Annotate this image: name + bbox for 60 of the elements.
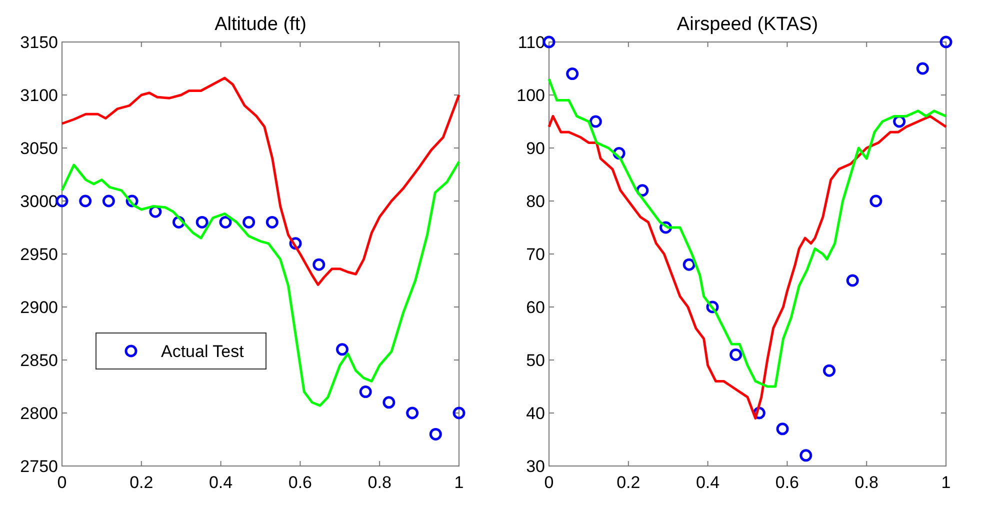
- y-tick-label: 70: [526, 245, 545, 264]
- point: [822, 364, 836, 377]
- point: [382, 396, 396, 409]
- point: [242, 216, 256, 228]
- chart-title: Altitude (ft): [214, 14, 306, 35]
- x-tick-label: 0.6: [775, 473, 800, 492]
- y-tick-label: 90: [526, 139, 545, 158]
- line-series: [548, 114, 948, 420]
- chart-title: Airspeed (KTAS): [676, 14, 818, 35]
- x-tick-label: 1: [941, 473, 951, 492]
- x-tick-label: 0.2: [130, 473, 154, 492]
- x-tick-label: 0.6: [288, 473, 312, 492]
- x-tick-label: 0.2: [616, 473, 640, 492]
- point: [359, 386, 372, 398]
- point: [102, 194, 115, 208]
- x-tick-label: 0.4: [208, 473, 233, 492]
- point: [219, 216, 232, 228]
- x-tick-label: 0: [544, 473, 554, 492]
- y-tick-label: 2800: [20, 404, 58, 423]
- point: [940, 36, 952, 48]
- y-tick-label: 3150: [20, 33, 58, 52]
- y-tick-label: 2850: [20, 351, 58, 370]
- point: [800, 449, 812, 462]
- x-tick-label: 0.8: [854, 473, 878, 492]
- y-tick-label: 80: [526, 192, 545, 211]
- y-tick-label: 3100: [20, 86, 58, 105]
- y-tick-label: 2750: [20, 457, 58, 476]
- y-tick-label: 100: [516, 86, 545, 105]
- point: [79, 194, 92, 208]
- point: [452, 406, 466, 420]
- point: [336, 343, 348, 356]
- x-tick-label: 0.4: [696, 473, 720, 492]
- point: [846, 274, 859, 287]
- point: [730, 348, 742, 361]
- y-tick-label: 50: [526, 351, 545, 370]
- point: [589, 115, 602, 128]
- legend-label: Actual Test: [161, 342, 244, 361]
- y-tick-label: 30: [526, 457, 545, 476]
- line-series: [60, 160, 460, 407]
- x-tick-label: 1: [454, 473, 464, 492]
- y-tick-label: 2900: [20, 298, 58, 317]
- line-series: [548, 78, 948, 388]
- point: [916, 62, 929, 75]
- point: [870, 194, 882, 208]
- y-tick-label: 40: [526, 404, 545, 423]
- point: [682, 258, 696, 271]
- y-tick-label: 3000: [20, 192, 58, 211]
- y-tick-label: 2950: [20, 245, 58, 264]
- point: [406, 406, 419, 420]
- line-series: [60, 76, 460, 286]
- point: [312, 258, 326, 271]
- y-tick-label: 3050: [20, 139, 58, 158]
- point: [566, 68, 579, 80]
- point: [196, 216, 208, 228]
- x-tick-label: 0.8: [368, 473, 392, 492]
- x-tick-label: 0: [57, 473, 67, 492]
- y-tick-label: 60: [526, 298, 545, 317]
- point: [776, 422, 789, 436]
- point: [266, 216, 278, 228]
- point: [429, 428, 442, 440]
